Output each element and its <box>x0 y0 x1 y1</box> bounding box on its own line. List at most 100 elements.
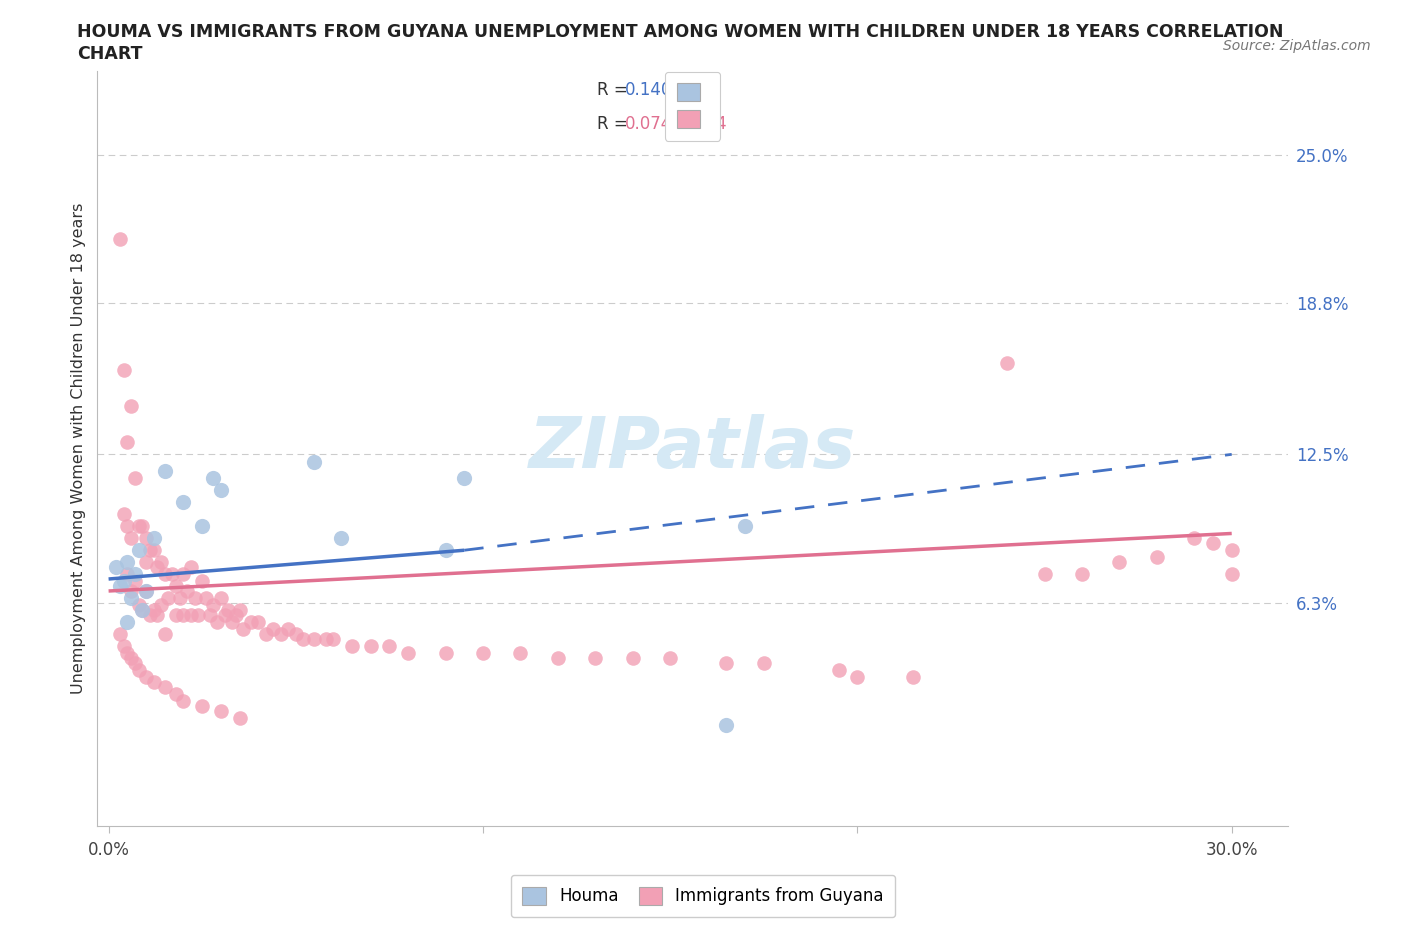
Point <box>214 607 236 622</box>
Point <box>903 670 925 684</box>
Point <box>434 645 457 660</box>
Point <box>225 607 247 622</box>
Text: 22: 22 <box>695 81 716 99</box>
Point <box>112 363 135 378</box>
Point <box>120 399 142 414</box>
Point <box>108 578 131 593</box>
Point <box>180 607 202 622</box>
Point <box>150 555 173 570</box>
Text: 0.140: 0.140 <box>624 81 672 99</box>
Point <box>304 454 326 469</box>
Point <box>239 615 262 630</box>
Point <box>135 583 157 598</box>
Point <box>180 560 202 575</box>
Point <box>172 694 194 709</box>
Point <box>128 598 150 613</box>
Point <box>153 464 176 479</box>
Point <box>131 519 153 534</box>
Point <box>304 631 326 646</box>
Point <box>142 543 165 558</box>
Point <box>1108 555 1130 570</box>
Point <box>172 607 194 622</box>
Point <box>209 483 232 498</box>
Point <box>183 591 205 605</box>
Point <box>165 578 187 593</box>
Point <box>228 711 250 725</box>
Point <box>169 591 191 605</box>
Point <box>827 663 849 678</box>
Point <box>378 639 401 654</box>
Point <box>135 555 157 570</box>
Point <box>583 651 606 666</box>
Point <box>191 574 214 589</box>
Point <box>209 591 232 605</box>
Point <box>547 651 569 666</box>
Point <box>1146 550 1168 565</box>
Point <box>205 615 228 630</box>
Text: HOUMA VS IMMIGRANTS FROM GUYANA UNEMPLOYMENT AMONG WOMEN WITH CHILDREN UNDER 18 : HOUMA VS IMMIGRANTS FROM GUYANA UNEMPLOY… <box>77 23 1284 41</box>
Point <box>142 674 165 689</box>
Point <box>846 670 869 684</box>
Point <box>277 622 299 637</box>
Legend: , : , <box>665 72 720 140</box>
Point <box>509 645 531 660</box>
Point <box>131 603 153 618</box>
Point <box>1220 566 1243 581</box>
Point <box>202 598 225 613</box>
Point <box>124 566 146 581</box>
Point <box>360 639 382 654</box>
Point <box>160 566 183 581</box>
Point <box>340 639 363 654</box>
Point <box>135 531 157 546</box>
Point <box>128 543 150 558</box>
Point <box>142 531 165 546</box>
Point <box>153 627 176 642</box>
Point <box>139 607 162 622</box>
Point <box>128 519 150 534</box>
Point <box>120 531 142 546</box>
Point <box>453 471 475 485</box>
Point <box>105 560 128 575</box>
Point <box>135 583 157 598</box>
Point <box>124 574 146 589</box>
Point <box>995 356 1018 371</box>
Point <box>131 603 153 618</box>
Point <box>202 471 225 485</box>
Point <box>153 680 176 695</box>
Point <box>172 566 194 581</box>
Point <box>621 651 644 666</box>
Point <box>120 591 142 605</box>
Point <box>247 615 270 630</box>
Point <box>262 622 284 637</box>
Point <box>128 663 150 678</box>
Point <box>1033 566 1056 581</box>
Point <box>228 603 250 618</box>
Point <box>112 574 135 589</box>
Text: ZIPatlas: ZIPatlas <box>529 414 856 483</box>
Point <box>124 656 146 671</box>
Point <box>329 531 352 546</box>
Point <box>315 631 337 646</box>
Point <box>108 627 131 642</box>
Point <box>221 615 243 630</box>
Point <box>117 645 139 660</box>
Point <box>165 607 187 622</box>
Point <box>142 603 165 618</box>
Point <box>176 583 198 598</box>
Point <box>117 566 139 581</box>
Text: 0.074: 0.074 <box>624 114 672 133</box>
Point <box>117 435 139 450</box>
Text: N =: N = <box>671 114 709 133</box>
Point <box>752 656 775 671</box>
Point <box>284 627 307 642</box>
Point <box>217 603 239 618</box>
Point <box>396 645 419 660</box>
Text: CHART: CHART <box>77 45 143 62</box>
Point <box>716 718 738 733</box>
Point <box>117 615 139 630</box>
Point <box>322 631 344 646</box>
Point <box>117 519 139 534</box>
Point <box>1220 543 1243 558</box>
Text: N =: N = <box>671 81 709 99</box>
Point <box>139 543 162 558</box>
